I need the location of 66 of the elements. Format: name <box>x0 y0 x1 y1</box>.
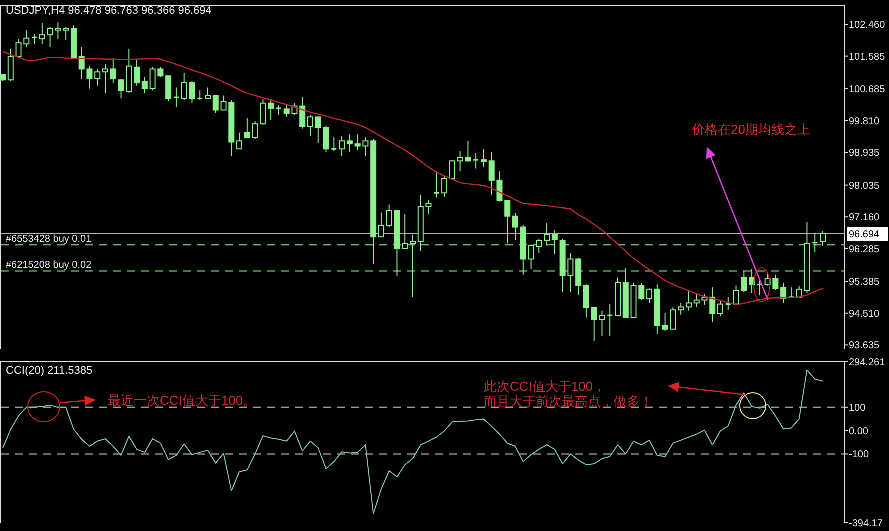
y-tick-label: 99.810 <box>849 116 880 128</box>
y-tick-label: 0.00 <box>849 426 869 438</box>
candlestick <box>678 302 684 316</box>
candlestick <box>323 125 330 153</box>
candlestick <box>39 22 46 45</box>
candlestick <box>472 152 480 170</box>
ref-line-label: #6215208 buy 0.02 <box>6 260 92 272</box>
candlestick <box>433 171 440 198</box>
chart-title: CCI(20) 211.5385 <box>6 365 93 377</box>
ref-line-label: #6553428 buy 0.01 <box>6 234 92 246</box>
candlestick <box>212 95 219 114</box>
candlestick <box>63 26 70 41</box>
candlestick <box>166 76 172 102</box>
y-tick-label: 101.585 <box>849 52 886 63</box>
candlestick <box>244 118 250 140</box>
annotation: 价格在20期均线之上 <box>691 122 810 137</box>
ref-line-label: 96.694 <box>849 230 880 241</box>
y-tick-label: -100 <box>849 450 870 461</box>
candlestick <box>339 136 346 157</box>
candlestick <box>102 64 108 94</box>
candlestick <box>718 300 724 318</box>
candlestick <box>8 48 14 82</box>
candlestick <box>583 284 590 318</box>
y-tick-label: 100 <box>849 402 866 414</box>
candlestick <box>346 134 353 153</box>
candlestick <box>480 148 487 168</box>
y-tick-label: 97.160 <box>849 212 880 224</box>
candlestick <box>142 76 148 94</box>
candlestick <box>606 304 614 337</box>
y-tick-label: 98.935 <box>849 148 880 160</box>
candlestick <box>31 34 38 45</box>
candlestick <box>276 105 282 116</box>
y-tick-label: 294.261 <box>849 358 886 368</box>
candlestick <box>512 212 518 240</box>
candlestick <box>308 114 314 137</box>
annotation: 此次CCI值大于100，而且大于前次最高点，做多！ <box>484 379 653 409</box>
chart-title: USDJPY,H4 96.478 96.763 96.366 96.694 <box>6 5 212 17</box>
candlestick <box>646 288 653 304</box>
candlestick <box>710 287 716 323</box>
candlestick <box>686 291 692 312</box>
candlestick <box>378 212 384 238</box>
y-tick-label: 93.635 <box>849 340 880 352</box>
candlestick <box>173 87 180 108</box>
candlestick <box>449 160 456 181</box>
candlestick <box>236 132 243 150</box>
y-tick-label: 102.460 <box>849 20 886 32</box>
y-tick-label: 96.285 <box>849 244 880 256</box>
candlestick <box>268 98 274 121</box>
y-tick-label: 100.685 <box>849 84 886 96</box>
candlestick <box>442 175 448 198</box>
candlestick <box>330 137 338 152</box>
candlestick <box>94 68 101 86</box>
y-tick-label: 94.510 <box>849 308 880 320</box>
y-tick-label: -394.17 <box>849 518 884 530</box>
candlestick <box>300 97 306 130</box>
annotation: 最近一次CCI值大于100。 <box>108 393 256 408</box>
candlestick <box>196 90 204 101</box>
candlestick <box>110 58 116 84</box>
y-tick-label: 95.385 <box>849 277 880 288</box>
candlestick <box>205 87 211 100</box>
y-tick-label: 98.035 <box>849 180 880 192</box>
candlestick <box>426 200 432 216</box>
candlestick <box>315 116 322 144</box>
candlestick <box>134 60 140 86</box>
candlestick <box>725 296 732 311</box>
candlestick <box>780 282 787 304</box>
